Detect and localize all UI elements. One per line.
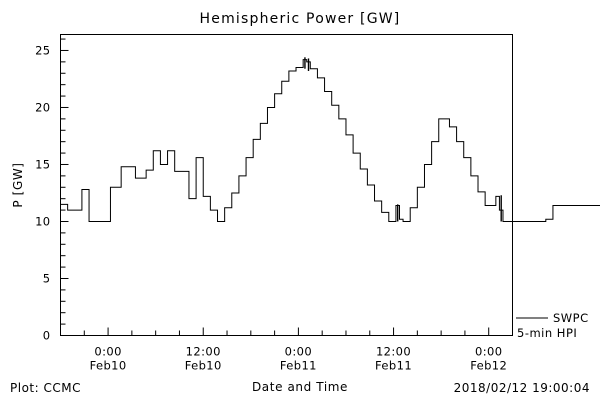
y-tick-label: 20 [35,100,50,114]
x-tick-label-time: 0:00 [285,345,312,359]
legend: SWPC 5-min HPI [516,311,589,340]
x-tick-label-date: Feb12 [470,359,507,373]
x-tick-label-date: Feb10 [185,359,222,373]
y-tick-label: 0 [43,329,51,343]
y-tick-label: 10 [35,214,50,228]
x-tick-label-time: 12:00 [186,345,221,359]
x-tick-label-time: 12:00 [376,345,411,359]
y-axis-tick-labels: 0 5 10 15 20 25 [35,43,50,342]
x-tick-label-time: 0:00 [94,345,121,359]
x-tick-label-time: 0:00 [475,345,502,359]
x-axis-label: Date and Time [252,380,348,394]
x-tick-label-date: Feb11 [280,359,317,373]
x-tick-label-date: Feb10 [90,359,127,373]
chart-title: Hemispheric Power [GW] [199,11,401,27]
plot-credit: Plot: CCMC [10,381,81,395]
x-tick-label-date: Feb11 [375,359,412,373]
plot-frame [60,34,513,336]
series-path [60,59,600,222]
data-series-swpc-5min-hpi [60,57,600,222]
y-tick-label: 15 [35,157,50,171]
x-axis-tick-labels: 0:00Feb1012:00Feb100:00Feb1112:00Feb110:… [90,345,507,373]
y-tick-label: 5 [43,271,51,285]
timestamp-label: 2018/02/12 19:00:04 [454,381,590,395]
legend-label-line1: SWPC [553,311,589,325]
legend-label-line2: 5-min HPI [517,326,577,340]
x-axis-ticks [60,327,513,336]
y-tick-label: 25 [35,43,50,57]
y-axis-label: P [GW] [11,162,25,207]
y-axis-ticks [60,38,69,336]
